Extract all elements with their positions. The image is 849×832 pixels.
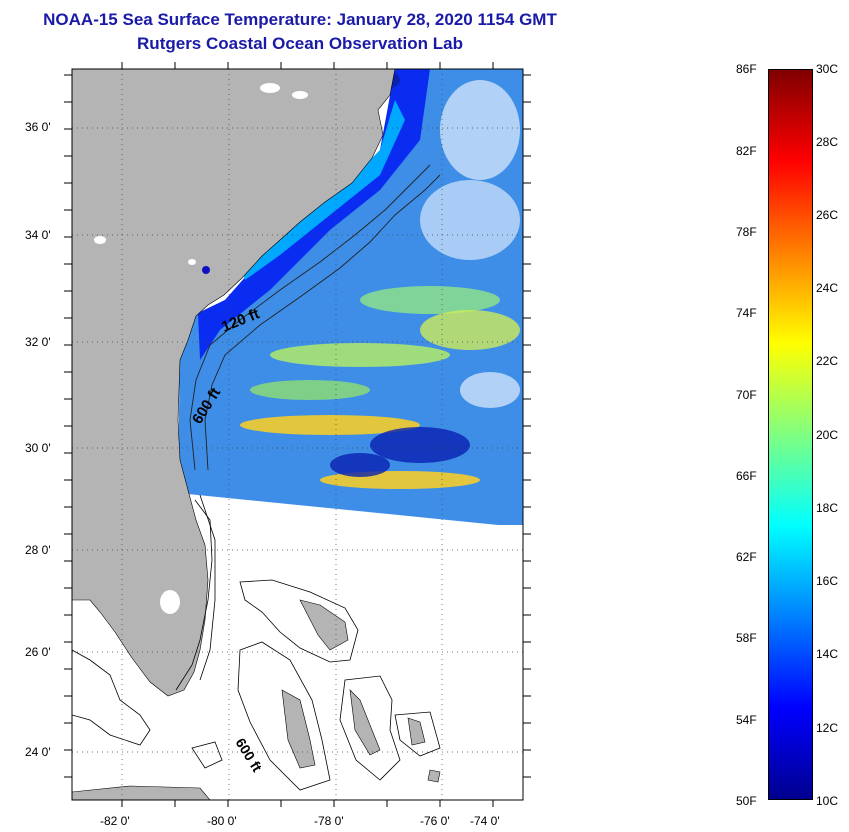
cb-f-82: 82F xyxy=(736,144,757,158)
cb-c-20: 20C xyxy=(816,428,839,442)
lon-label-74: -74 0' xyxy=(470,814,500,828)
cb-f-70: 70F xyxy=(736,388,757,402)
cb-c-30: 30C xyxy=(816,62,839,76)
cb-f-78: 78F xyxy=(736,225,757,239)
contour-label-600ft-bahamas: 600 ft xyxy=(232,735,265,775)
lat-label-36: 36 0' xyxy=(25,120,51,134)
temperature-colorbar xyxy=(768,69,813,800)
map-frame xyxy=(71,68,524,801)
cb-c-28: 28C xyxy=(816,135,839,149)
lat-label-26: 26 0' xyxy=(25,645,51,659)
axis-ticks xyxy=(64,62,531,807)
cb-f-86: 86F xyxy=(736,62,757,76)
map-title: NOAA-15 Sea Surface Temperature: January… xyxy=(43,10,557,29)
lon-label-82: -82 0' xyxy=(100,814,130,828)
cb-c-24: 24C xyxy=(816,281,839,295)
lat-lon-grid xyxy=(72,69,523,800)
bahamas-bank-contours xyxy=(72,494,441,791)
lon-label-80: -80 0' xyxy=(207,814,237,828)
cb-f-74: 74F xyxy=(736,306,757,320)
cb-c-12: 12C xyxy=(816,721,839,735)
depth-contours xyxy=(189,164,441,471)
cb-c-26: 26C xyxy=(816,208,839,222)
cb-f-62: 62F xyxy=(736,550,757,564)
bahamas-islands xyxy=(281,599,441,783)
lat-label-28: 28 0' xyxy=(25,543,51,557)
land-mass xyxy=(72,69,396,800)
lat-label-32: 32 0' xyxy=(25,335,51,349)
cb-c-10: 10C xyxy=(816,794,839,808)
map-subtitle: Rutgers Coastal Ocean Observation Lab xyxy=(137,34,463,53)
lat-label-24: 24 0' xyxy=(25,745,51,759)
cb-f-58: 58F xyxy=(736,631,757,645)
lat-label-34: 34 0' xyxy=(25,228,51,242)
cb-f-50: 50F xyxy=(736,794,757,808)
cb-c-16: 16C xyxy=(816,574,839,588)
lon-label-78: -78 0' xyxy=(314,814,344,828)
cb-c-18: 18C xyxy=(816,501,839,515)
lon-label-76: -76 0' xyxy=(420,814,450,828)
cb-f-66: 66F xyxy=(736,469,757,483)
cb-f-54: 54F xyxy=(736,713,757,727)
cb-c-14: 14C xyxy=(816,647,839,661)
cb-c-22: 22C xyxy=(816,354,839,368)
lat-label-30: 30 0' xyxy=(25,441,51,455)
